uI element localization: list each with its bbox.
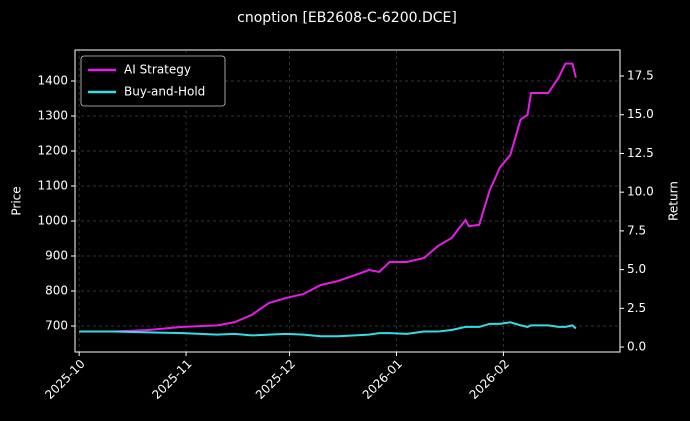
y-tick-label: 800	[45, 283, 68, 297]
x-tick-label: 2025-11	[149, 357, 194, 402]
legend-box	[80, 55, 226, 107]
series-line	[79, 321, 577, 338]
y2-tick-label: 17.5	[627, 69, 654, 83]
y2-tick-label: 10.0	[627, 185, 654, 199]
x-tick-label: 2025-10	[42, 357, 87, 402]
y-tick-label: 900	[45, 248, 68, 262]
y-tick-label: 1400	[37, 74, 68, 88]
y-tick-label: 1000	[37, 214, 68, 228]
chart-title: cnoption [EB2608-C-6200.DCE]	[237, 10, 457, 26]
y-tick-label: 1200	[37, 144, 68, 158]
x-tick-label: 2026-01	[360, 357, 405, 402]
y2-tick-label: 7.5	[627, 223, 646, 237]
legend-label: AI Strategy	[124, 63, 191, 77]
plot-frame	[74, 49, 621, 353]
y2-axis-label: Return	[667, 181, 681, 221]
y-axis-label: Price	[10, 186, 24, 215]
y2-tick-label: 5.0	[627, 262, 646, 276]
y2-tick-label: 12.5	[627, 146, 654, 160]
x-tick-label: 2026-02	[467, 357, 512, 402]
x-tick-label: 2025-12	[253, 357, 298, 402]
y2-tick-label: 15.0	[627, 107, 654, 121]
y-tick-label: 1100	[37, 179, 68, 193]
y-tick-label: 700	[45, 318, 68, 332]
y2-tick-label: 0.0	[627, 340, 646, 354]
y-tick-label: 1300	[37, 109, 68, 123]
legend-label: Buy-and-Hold	[124, 85, 205, 99]
y2-tick-label: 2.5	[627, 301, 646, 315]
series-line	[79, 62, 577, 333]
